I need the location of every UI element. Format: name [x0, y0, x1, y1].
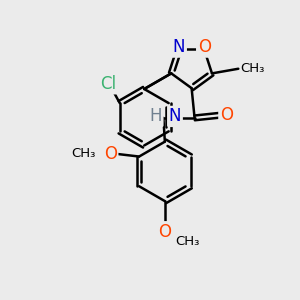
- Text: N: N: [173, 38, 185, 56]
- Text: O: O: [158, 223, 171, 241]
- Text: O: O: [220, 106, 233, 124]
- Text: O: O: [104, 145, 117, 163]
- Text: CH₃: CH₃: [241, 62, 265, 75]
- Text: O: O: [198, 38, 211, 56]
- Text: CH₃: CH₃: [175, 235, 200, 248]
- Text: CH₃: CH₃: [71, 147, 95, 160]
- Text: Cl: Cl: [100, 75, 116, 93]
- Text: H: H: [149, 107, 162, 125]
- Text: N: N: [169, 107, 181, 125]
